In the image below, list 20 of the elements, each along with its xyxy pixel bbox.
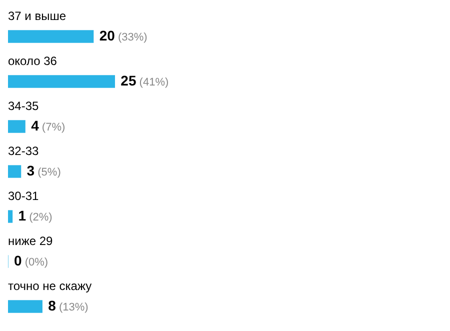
bar (8, 75, 115, 88)
bar (8, 120, 26, 133)
bar (8, 210, 13, 223)
data-label: 3 (5%) (26, 162, 61, 179)
bar (8, 165, 22, 178)
data-label: 1 (2%) (18, 207, 52, 224)
data-label: 25 (41%) (120, 72, 169, 89)
y-tick-label: 30-31 (8, 188, 40, 203)
data-label: 20 (33%) (99, 27, 148, 44)
data-label: 4 (7%) (31, 117, 66, 134)
y-tick-label: около 36 (8, 54, 58, 68)
y-tick-label: 34-35 (8, 98, 40, 113)
bar (8, 300, 42, 313)
data-label: 8 (13%) (48, 297, 88, 314)
y-tick-label: точно не скажу (8, 278, 92, 293)
y-tick-label: ниже 29 (8, 234, 54, 248)
data-label: 0 (0%) (14, 252, 48, 269)
y-tick-label: 37 и выше (8, 8, 66, 23)
bar (8, 30, 94, 43)
y-tick-label: 32-33 (8, 144, 40, 158)
